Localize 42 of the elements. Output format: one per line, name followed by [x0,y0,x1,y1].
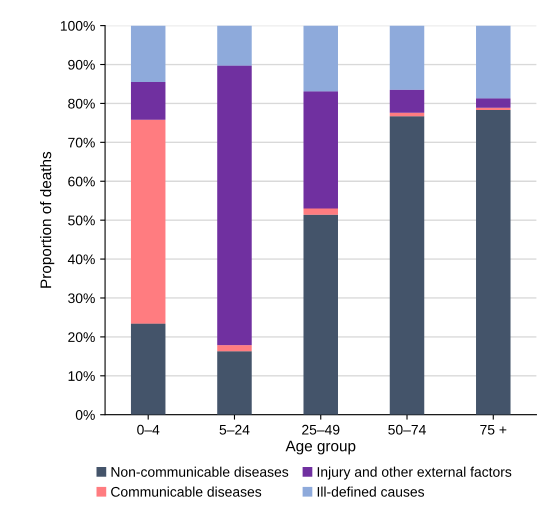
y-tick-label: 60% [68,176,95,186]
x-tick-label: 50–74 [388,424,426,435]
bar [390,112,424,116]
y-tick-label: 10% [68,371,95,381]
legend-label: Communicable diseases [111,486,262,497]
bar [303,208,338,215]
bar [217,345,252,352]
y-tick-label: 20% [68,332,95,342]
x-tick-label: 25–49 [302,424,340,435]
y-tick-label: 90% [68,60,95,70]
bar [130,82,166,120]
bar [476,98,511,108]
bar [217,66,252,346]
bar [217,26,252,66]
y-tick-label: 70% [68,138,95,148]
bar [390,116,424,415]
bar [476,108,511,110]
bar [217,351,252,415]
bar [476,26,511,98]
x-axis-title: Age group [286,440,356,454]
bar [390,26,424,90]
bar [390,90,424,113]
x-tick-label: 5–24 [220,424,250,435]
legend-label: Injury and other external factors [318,466,512,480]
y-axis-title: Proportion of deaths [40,152,54,288]
y-tick-label: 0% [76,410,95,420]
y-tick-label: 50% [68,215,95,226]
x-tick-label: 75 + [480,424,506,435]
y-tick-label: 100% [60,20,95,31]
legend-label: Non-communicable diseases [112,466,288,477]
bar [130,120,166,324]
y-tick-label: 40% [68,254,95,264]
x-tick-label: 0–4 [137,424,160,435]
bar [476,110,511,415]
bar [130,324,166,415]
bar [130,26,166,82]
bar [303,214,338,415]
bar [303,26,338,92]
y-tick-label: 80% [68,98,95,109]
y-tick-label: 30% [68,293,95,304]
legend-label: Ill-defined causes [318,486,424,497]
bar [303,91,338,208]
